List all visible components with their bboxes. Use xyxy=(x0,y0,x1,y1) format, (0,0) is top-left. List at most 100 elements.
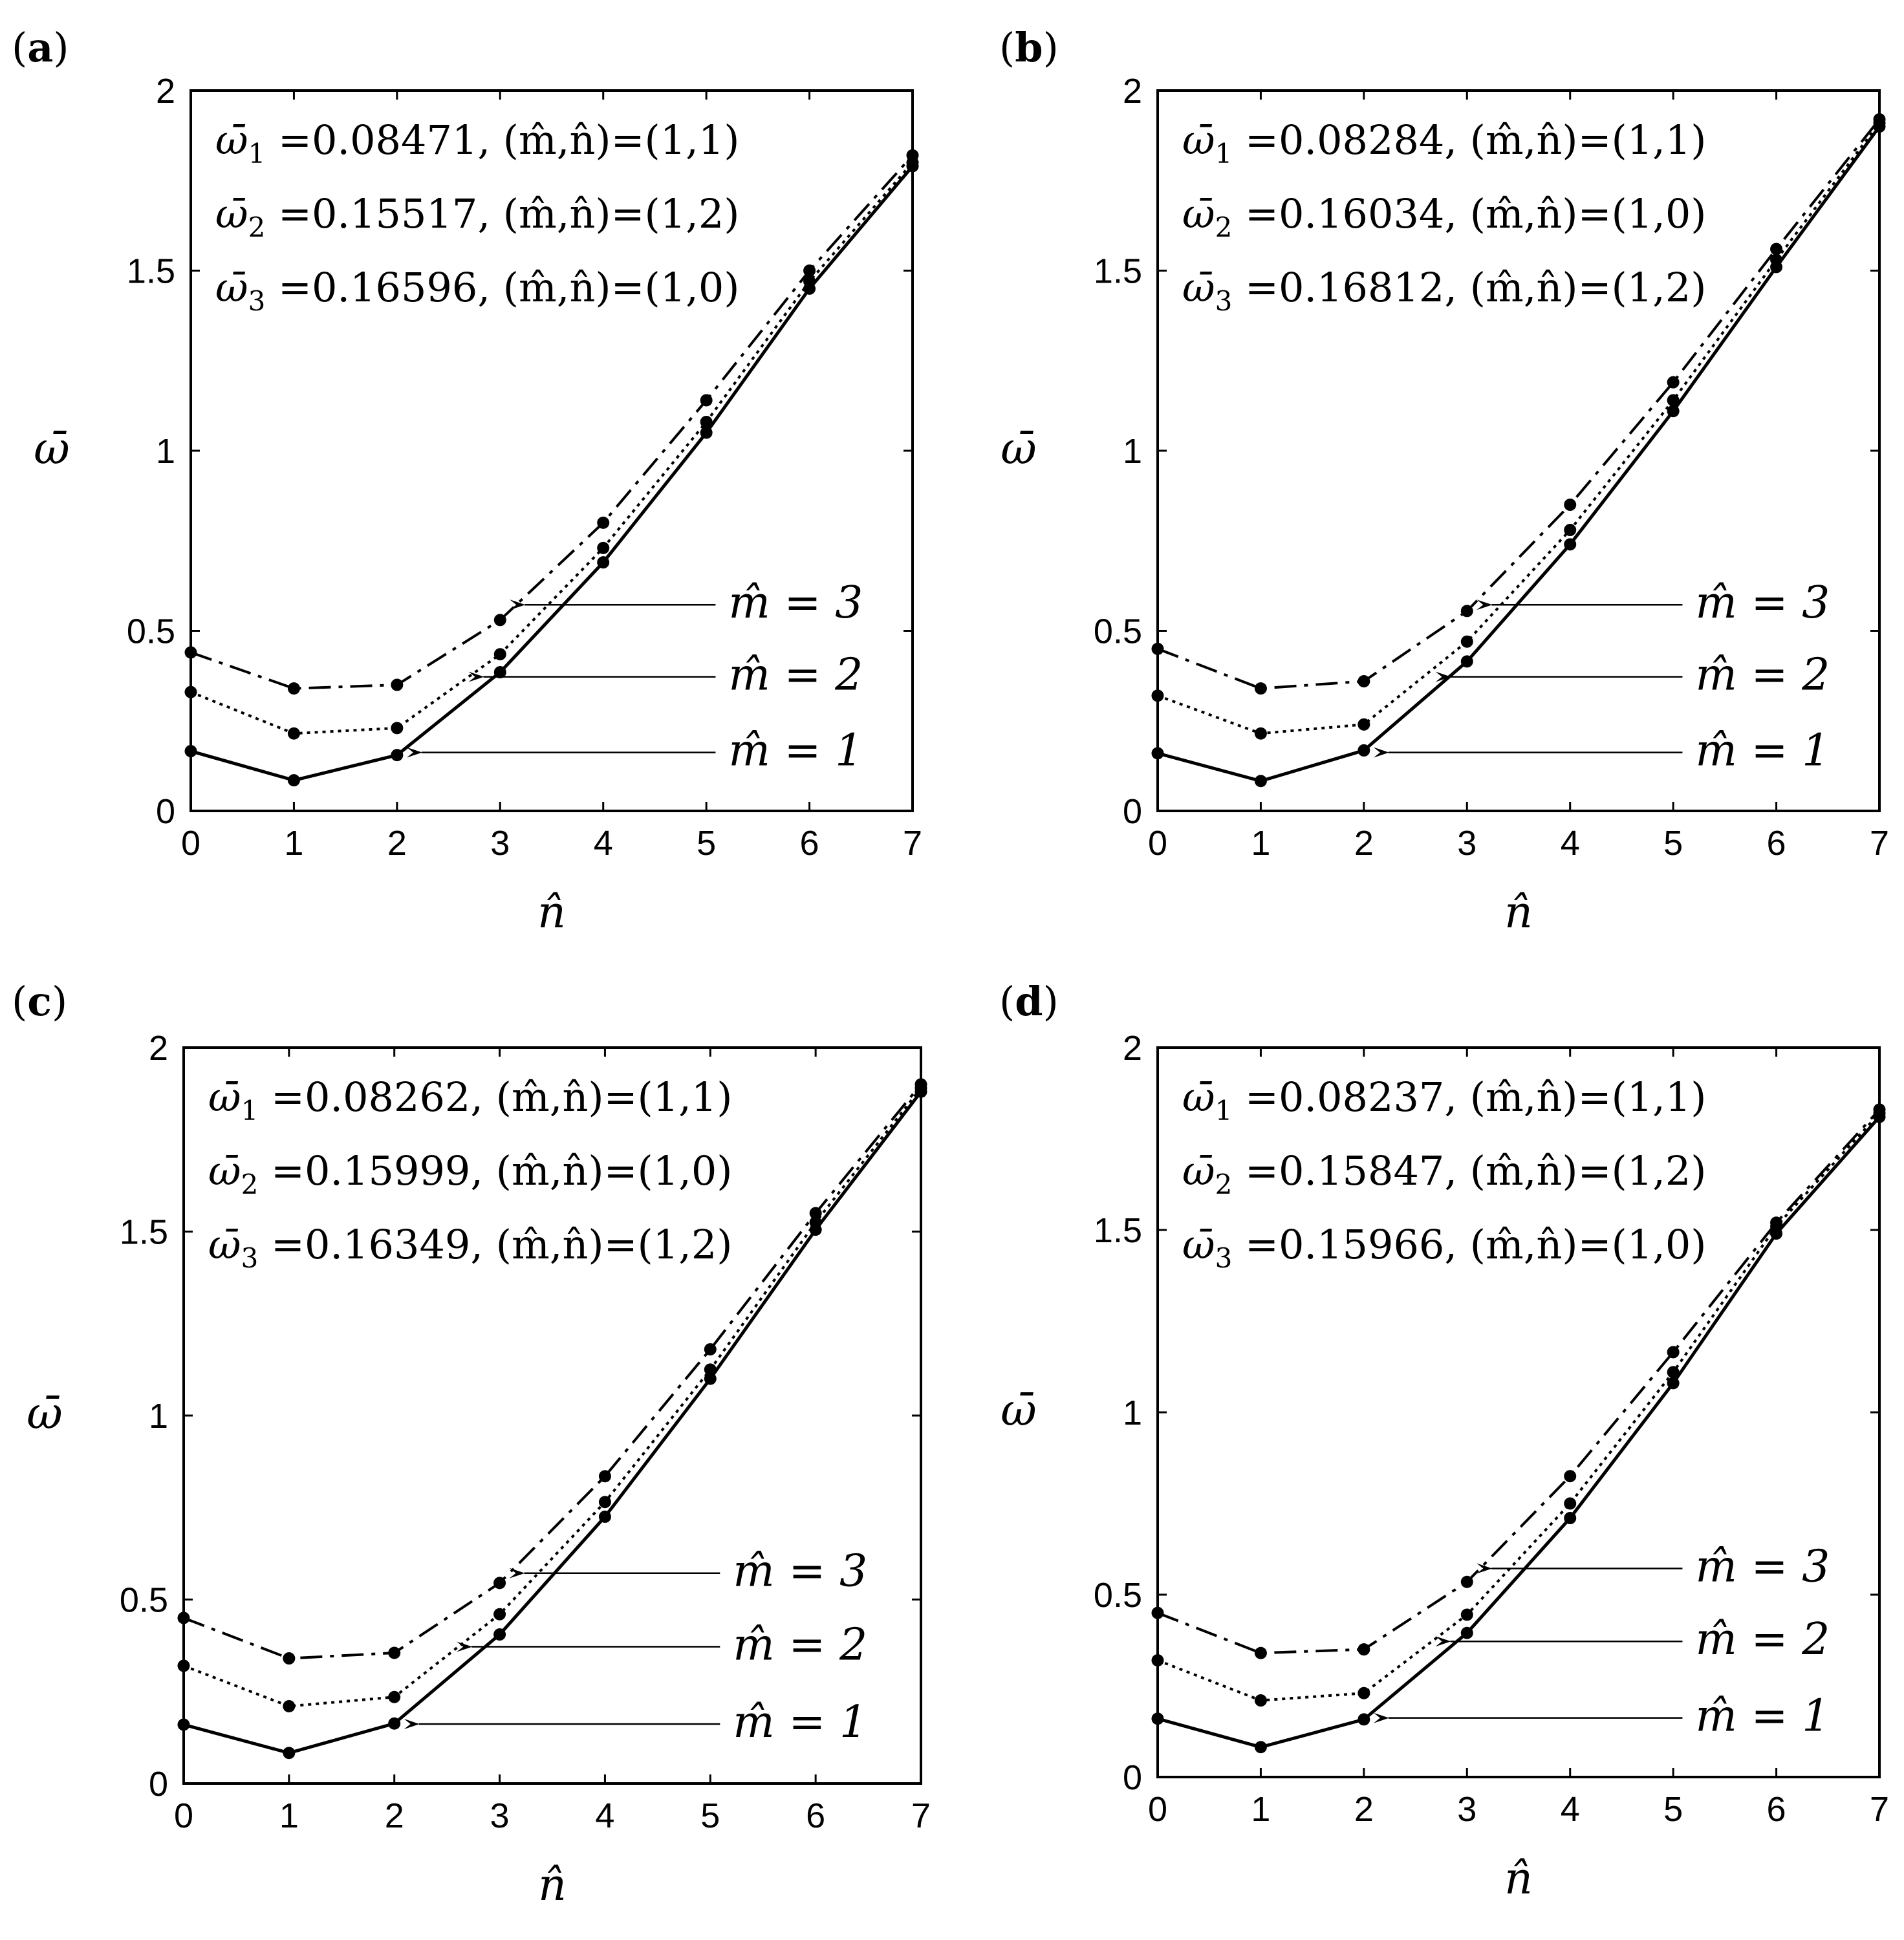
data-point-m2 xyxy=(1151,1654,1164,1667)
x-axis-title: n̂ xyxy=(1504,1853,1533,1904)
x-tick-label: 7 xyxy=(903,824,922,863)
data-point-m2 xyxy=(597,541,610,554)
data-point-m2 xyxy=(803,275,816,288)
data-point-m3 xyxy=(177,1611,190,1624)
data-point-m3 xyxy=(809,1207,822,1220)
data-point-m1 xyxy=(177,1718,190,1731)
data-point-m2 xyxy=(1667,394,1680,407)
data-point-m1 xyxy=(283,1747,296,1760)
data-point-m3 xyxy=(1873,113,1886,126)
data-point-m2 xyxy=(1564,1497,1577,1510)
data-point-m2 xyxy=(809,1216,822,1229)
data-point-m3 xyxy=(388,1646,401,1659)
data-point-m3 xyxy=(1564,499,1577,512)
data-point-m2 xyxy=(287,727,300,740)
mode-label-m3: m̂ = 3 xyxy=(1695,577,1830,629)
mode-label-m1: m̂ = 1 xyxy=(728,726,863,777)
data-point-m1 xyxy=(700,426,713,439)
data-point-m1 xyxy=(1151,1712,1164,1725)
data-point-m1 xyxy=(1667,405,1680,418)
data-point-m3 xyxy=(704,1343,717,1356)
mode-label-m3: m̂ = 3 xyxy=(1695,1541,1830,1592)
data-point-m2 xyxy=(1667,1366,1680,1379)
data-point-m3 xyxy=(1151,1606,1164,1619)
mode-label-m1: m̂ = 1 xyxy=(1695,726,1830,777)
x-tick-label: 4 xyxy=(595,1796,614,1835)
data-point-m1 xyxy=(1667,1377,1680,1390)
x-tick-label: 3 xyxy=(490,1796,510,1835)
omega-annotation-3: ω̄3 =0.16596, (m̂,n̂)=(1,0) xyxy=(215,264,740,317)
data-point-m1 xyxy=(704,1372,717,1385)
y-tick-label: 1 xyxy=(1123,1394,1142,1432)
omega-annotation-3: ω̄3 =0.16349, (m̂,n̂)=(1,2) xyxy=(208,1221,733,1274)
data-point-m3 xyxy=(1254,682,1267,695)
y-tick-label: 1 xyxy=(156,432,175,471)
data-point-m1 xyxy=(493,1628,506,1641)
y-tick-label: 1.5 xyxy=(1094,1211,1142,1250)
mode-label-m1: m̂ = 1 xyxy=(733,1697,867,1748)
data-point-m2 xyxy=(1564,524,1577,537)
y-axis-title: ω̄ xyxy=(27,1388,62,1439)
series-line-m1 xyxy=(190,165,914,782)
omega-annotation-2: ω̄2 =0.16034, (m̂,n̂)=(1,0) xyxy=(1182,190,1707,243)
data-point-m2 xyxy=(391,722,404,735)
x-tick-label: 5 xyxy=(697,824,716,863)
y-tick-label: 0 xyxy=(156,792,175,831)
y-tick-label: 0.5 xyxy=(1094,1576,1142,1615)
x-tick-label: 2 xyxy=(1354,1790,1374,1829)
data-point-m3 xyxy=(597,516,610,529)
x-tick-label: 0 xyxy=(181,824,200,863)
x-tick-label: 4 xyxy=(1561,824,1580,863)
series-line-m3 xyxy=(183,1083,922,1660)
data-point-m1 xyxy=(1564,538,1577,551)
x-tick-label: 0 xyxy=(174,1796,193,1835)
data-point-m2 xyxy=(1460,635,1473,648)
data-point-m1 xyxy=(1564,1512,1577,1525)
mode-label-m2: m̂ = 2 xyxy=(1695,650,1830,701)
data-point-m2 xyxy=(493,648,506,661)
x-axis-title: n̂ xyxy=(1504,887,1533,938)
panel-label: (d) xyxy=(999,978,1059,1025)
mode-label-m1: m̂ = 1 xyxy=(1695,1691,1830,1742)
data-point-m1 xyxy=(1460,1626,1473,1639)
data-point-m2 xyxy=(1254,1694,1267,1707)
data-point-m3 xyxy=(1460,605,1473,618)
data-point-m1 xyxy=(391,749,404,762)
data-point-m2 xyxy=(184,685,197,698)
x-tick-label: 6 xyxy=(1767,824,1786,863)
data-point-m3 xyxy=(906,149,919,162)
x-tick-label: 6 xyxy=(806,1796,825,1835)
data-point-m1 xyxy=(493,666,506,679)
y-tick-label: 0 xyxy=(1123,1758,1142,1797)
data-point-m1 xyxy=(1254,1741,1267,1754)
data-point-m3 xyxy=(1667,1346,1680,1359)
data-point-m1 xyxy=(287,774,300,787)
y-axis-title: ω̄ xyxy=(1001,1385,1036,1436)
panel-label: (c) xyxy=(12,978,67,1025)
y-tick-label: 2 xyxy=(156,72,175,111)
y-tick-label: 1.5 xyxy=(1094,252,1142,291)
data-point-m1 xyxy=(597,556,610,569)
omega-annotation-1: ω̄1 =0.08471, (m̂,n̂)=(1,1) xyxy=(215,116,740,169)
data-point-m3 xyxy=(1873,1103,1886,1116)
x-tick-label: 5 xyxy=(1663,824,1683,863)
data-point-m3 xyxy=(1770,1216,1783,1229)
data-point-m3 xyxy=(1564,1470,1577,1483)
series-line-m2 xyxy=(1157,1112,1881,1702)
y-tick-label: 2 xyxy=(1123,1029,1142,1068)
omega-annotation-2: ω̄2 =0.15999, (m̂,n̂)=(1,0) xyxy=(208,1147,733,1200)
x-tick-label: 6 xyxy=(1767,1790,1786,1829)
data-point-m2 xyxy=(177,1659,190,1672)
mode-label-m3: m̂ = 3 xyxy=(733,1546,867,1597)
data-point-m2 xyxy=(1460,1608,1473,1621)
data-point-m1 xyxy=(598,1510,611,1523)
omega-annotation-3: ω̄3 =0.16812, (m̂,n̂)=(1,2) xyxy=(1182,264,1707,317)
panel-label: (b) xyxy=(999,24,1059,71)
x-tick-label: 2 xyxy=(1354,824,1374,863)
data-point-m2 xyxy=(704,1363,717,1376)
data-point-m1 xyxy=(1460,655,1473,668)
data-point-m2 xyxy=(1151,689,1164,702)
y-axis-title: ω̄ xyxy=(34,424,69,475)
mode-label-m3: m̂ = 3 xyxy=(728,577,863,629)
